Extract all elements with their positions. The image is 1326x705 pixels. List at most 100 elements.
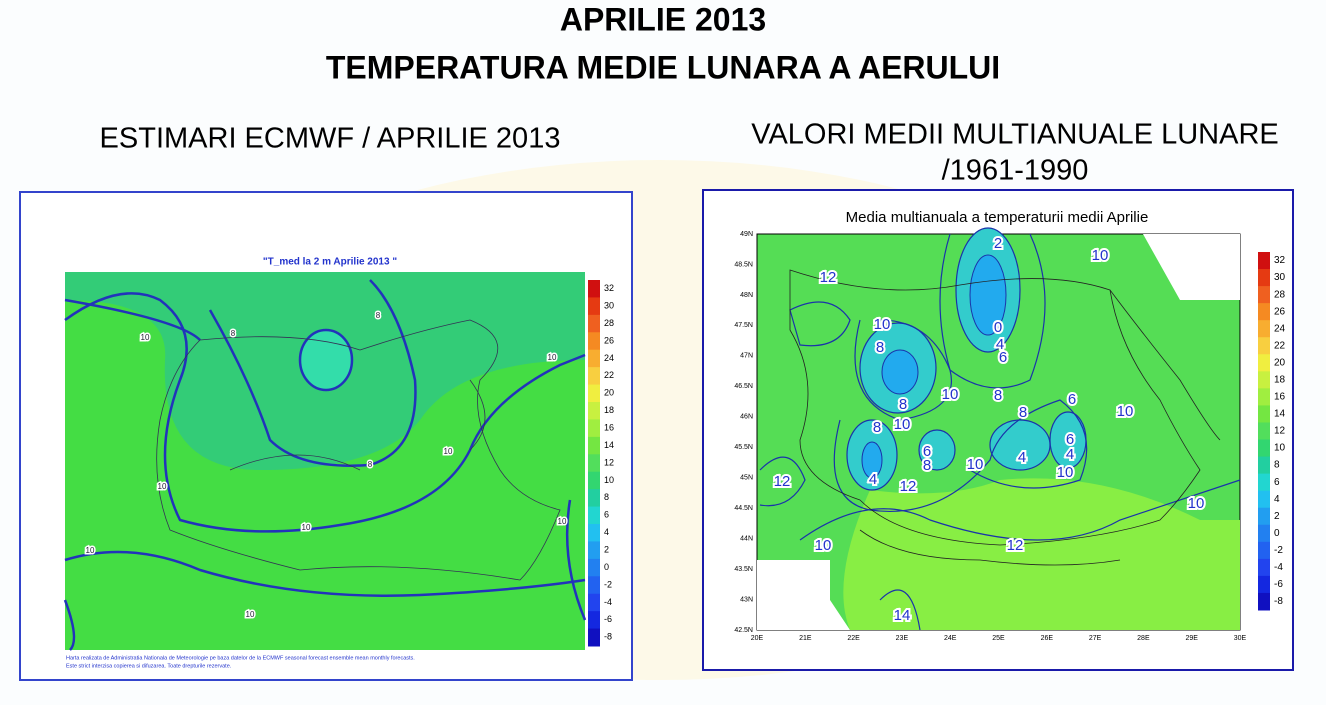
colorbar-label: 22 [1274,340,1286,351]
colorbar-swatch [588,628,600,647]
contour-label: 12 [774,473,791,490]
colorbar-label: 4 [1274,494,1280,505]
colorbar-swatch [1258,592,1270,611]
colorbar-swatch [588,280,600,298]
right-axes: 49N 48.5N 48N 47.5N 47N 46.5N 46N 45.5N 45N 44.5N… [734,231,1246,642]
colorbar-label: 16 [604,423,614,433]
colorbar-label: 18 [1274,374,1286,385]
colorbar-swatch [588,349,600,368]
y-tick-label: 47.5N [734,322,753,329]
colorbar-label: 12 [604,457,614,467]
colorbar-swatch [1258,575,1270,594]
colorbar-swatch [588,297,600,316]
left-heading: ESTIMARI ECMWF / APRILIE 2013 [100,123,561,155]
contour-label: 6 [999,349,1007,366]
colorbar-swatch [588,558,600,577]
x-tick-label: 21E [799,635,812,642]
contour-label: 12 [1007,537,1024,554]
contour-label: 8 [994,387,1002,404]
y-tick-label: 44N [740,535,753,542]
colorbar-swatch [1258,269,1270,287]
colorbar-label: 18 [604,405,614,415]
colorbar-swatch [1258,405,1270,423]
contour-label: 4 [996,336,1004,353]
contour-label: 10 [141,333,150,342]
colorbar-label: 14 [1274,409,1286,420]
y-tick-label: 46N [740,414,753,421]
y-tick-label: 42.5N [734,627,753,634]
colorbar-swatch [1258,490,1270,509]
field-warm [843,478,1240,630]
colorbar-label: -8 [1274,596,1283,607]
colorbar-label: 0 [1274,528,1280,539]
y-tick-label: 48N [740,292,753,299]
colorbar-label: 30 [1274,272,1286,283]
colorbar-swatch [588,541,600,560]
colorbar-label: -2 [1274,545,1283,556]
colorbar-swatch [1258,541,1270,560]
colorbar-label: 4 [604,527,609,537]
colorbar-label: -4 [1274,562,1283,573]
borders [156,319,561,581]
colorbar-swatch [588,332,600,351]
x-tick-label: 30E [1234,635,1247,642]
contour-label: 4 [1066,446,1074,463]
contour-label: 10 [158,482,167,491]
x-tick-label: 24E [944,635,957,642]
colorbar-label: 30 [604,301,614,311]
x-tick-label: 25E [992,635,1005,642]
contour-label: 4 [869,471,877,488]
colorbar-swatch [1258,456,1270,475]
colorbar-swatch [1258,558,1270,577]
contour-label: 10 [1057,464,1074,481]
colorbar-swatch [1258,422,1270,441]
contour-label: 10 [894,416,911,433]
colorbar-label: 28 [604,318,614,328]
contour-label: 10 [1117,403,1134,420]
colorbar-swatch [588,576,600,595]
contour-label: 8 [876,339,884,356]
contour-label: 6 [1068,391,1076,408]
colorbar-label: 8 [1274,460,1280,471]
contour-label: 12 [900,478,917,495]
contour-label: 10 [1188,495,1205,512]
colorbar-label: 2 [604,545,609,555]
colorbar-label: 10 [1274,443,1286,454]
x-tick-label: 26E [1041,635,1054,642]
contour-label: 6 [923,443,931,460]
colorbar-swatch [588,611,600,630]
contour-label: 10 [246,610,255,619]
contour-label: 10 [942,386,959,403]
y-tick-label: 43.5N [734,566,753,573]
colorbar-swatch [1258,252,1270,270]
colorbar-swatch [588,384,600,403]
colorbar-swatch [1258,303,1270,321]
contour-label: 4 [1018,449,1026,466]
colorbar-swatch [588,454,600,473]
colder-areas [861,254,1007,479]
contour-label: 10 [86,546,95,555]
colorbar-label: 32 [1274,255,1286,266]
y-tick-label: 49N [740,231,753,238]
y-tick-label: 46.5N [734,383,753,390]
field-cold [300,330,352,390]
colorbar-label: 14 [604,440,614,450]
no-data [757,234,1240,630]
contour-label: 8 [231,329,236,338]
map-title: Media multianuala a temperaturii medii A… [846,209,1149,226]
x-tick-label: 20E [751,635,764,642]
y-tick-label: 47N [740,353,753,360]
contour-label: 8 [873,419,881,436]
title-line: APRILIE 2013 [560,1,766,37]
right-heading: VALORI MEDII MULTIANUALE LUNARE [751,119,1278,151]
colorbar-swatch [1258,286,1270,304]
y-tick-label: 43N [740,596,753,603]
y-tick-label: 44.5N [734,505,753,512]
y-tick-label: 45.5N [734,444,753,451]
colorbar-swatch [1258,320,1270,338]
footnote: Harta realizata de Administratia Nationa… [66,655,415,661]
colorbar-label: -4 [604,597,612,607]
